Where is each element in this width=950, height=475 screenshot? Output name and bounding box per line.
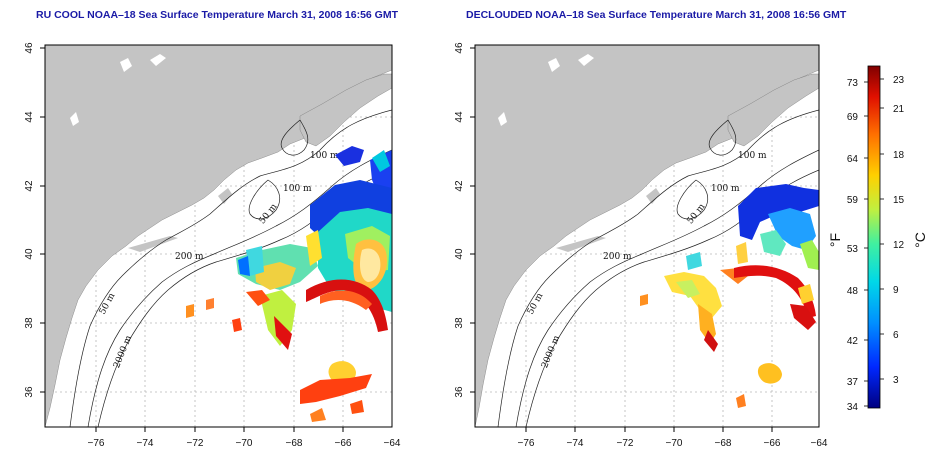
lon-tick-label: −76 — [88, 438, 105, 449]
lat-tick-label: 38 — [24, 317, 35, 329]
fahrenheit-label: 48 — [847, 286, 859, 297]
fahrenheit-label: 69 — [847, 112, 859, 123]
map-frame — [44, 44, 393, 428]
lat-tick-label: 42 — [454, 180, 465, 192]
celsius-label: 3 — [893, 375, 899, 386]
celsius-label: 23 — [893, 75, 905, 86]
lon-tick-label: −66 — [335, 438, 352, 449]
celsius-unit: °C — [912, 232, 928, 248]
fahrenheit-label: 73 — [847, 78, 859, 89]
contour-label: 100 m — [283, 184, 312, 194]
axis-ticks — [40, 47, 344, 432]
celsius-label: 18 — [893, 150, 905, 161]
map-frame — [474, 44, 820, 428]
lat-tick-label: 44 — [454, 111, 465, 123]
lat-tick-label: 46 — [454, 42, 465, 54]
lat-tick-label: 40 — [454, 248, 465, 260]
lat-tick-labels: 36 38 40 42 44 46 — [454, 42, 465, 398]
lat-tick-label: 36 — [454, 386, 465, 398]
lat-tick-label: 42 — [24, 180, 35, 192]
contour-label: 100 m — [738, 151, 767, 161]
contour-label: 200 m — [603, 252, 632, 262]
lon-tick-label: −64 — [811, 438, 828, 449]
fahrenheit-unit: °F — [827, 233, 843, 247]
left-map: 100 m 100 m 50 m 200 m 50 m 2000 m — [24, 42, 401, 449]
right-map-title: DECLOUDED NOAA–18 Sea Surface Temperatur… — [466, 9, 847, 21]
celsius-label: 21 — [893, 104, 905, 115]
fahrenheit-label: 42 — [847, 336, 859, 347]
sst-field — [186, 146, 392, 422]
lon-tick-labels: −76 −74 −72 −70 −68 −66 −64 — [518, 438, 828, 449]
contour-label: 200 m — [175, 252, 204, 262]
lon-tick-label: −72 — [187, 438, 204, 449]
fahrenheit-label: 37 — [847, 377, 859, 388]
lon-tick-label: −72 — [617, 438, 634, 449]
lon-tick-label: −68 — [286, 438, 303, 449]
colorbar: 73 69 64 59 53 48 42 37 34 23 21 18 15 1… — [827, 65, 928, 413]
lat-tick-label: 38 — [454, 317, 465, 329]
nova-scotia — [727, 73, 819, 147]
right-map: 100 m 100 m 50 m 200 m 50 m 2000 m — [454, 42, 828, 449]
fahrenheit-label: 59 — [847, 195, 859, 206]
lon-tick-labels: −76 −74 −72 −70 −68 −66 −64 — [88, 438, 401, 449]
celsius-label: 9 — [893, 285, 899, 296]
lat-tick-label: 40 — [24, 248, 35, 260]
cape-cod — [218, 188, 232, 204]
celsius-label: 12 — [893, 240, 905, 251]
fahrenheit-label: 64 — [847, 154, 859, 165]
fahrenheit-label: 34 — [847, 402, 859, 413]
colorbar-gradient — [867, 65, 881, 409]
fahrenheit-label: 53 — [847, 244, 859, 255]
lon-tick-label: −74 — [137, 438, 154, 449]
lat-tick-label: 44 — [24, 111, 35, 123]
lon-tick-label: −68 — [715, 438, 732, 449]
bathymetry-contours — [69, 109, 392, 427]
lon-tick-label: −70 — [236, 438, 253, 449]
lon-tick-label: −74 — [567, 438, 584, 449]
lon-tick-label: −70 — [666, 438, 683, 449]
nova-scotia — [299, 73, 392, 147]
lon-tick-label: −64 — [384, 438, 401, 449]
left-map-title: RU COOL NOAA–18 Sea Surface Temperature … — [36, 9, 399, 21]
sst-field — [640, 184, 819, 408]
axis-ticks — [470, 47, 773, 432]
lon-tick-label: −66 — [764, 438, 781, 449]
lon-tick-label: −76 — [518, 438, 535, 449]
lat-tick-labels: 36 38 40 42 44 46 — [24, 42, 35, 398]
contour-label: 100 m — [310, 151, 339, 161]
celsius-label: 6 — [893, 330, 899, 341]
lat-tick-label: 36 — [24, 386, 35, 398]
celsius-label: 15 — [893, 195, 905, 206]
lat-tick-label: 46 — [24, 42, 35, 54]
cape-cod — [646, 188, 660, 204]
contour-label: 100 m — [711, 184, 740, 194]
